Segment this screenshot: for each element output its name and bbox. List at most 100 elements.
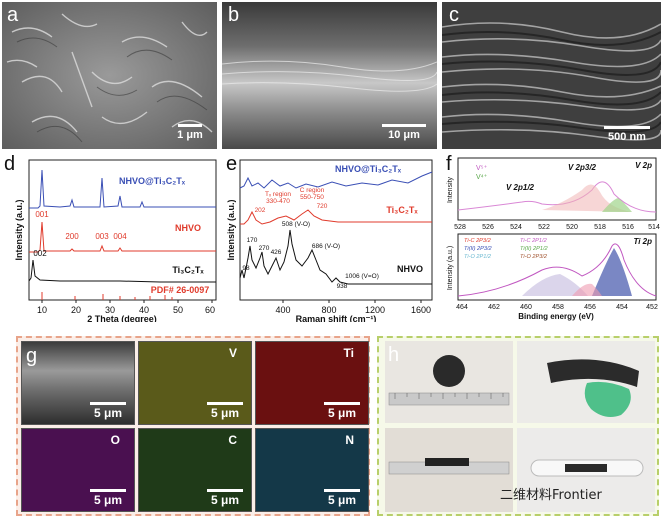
eds-scale-bar: 5 μm: [90, 402, 126, 420]
eds-element-label: Ti: [343, 346, 354, 360]
panel-label-g: g: [26, 345, 38, 367]
film-strip-2: [565, 464, 607, 472]
raman-peak-686: 686 (V-O): [312, 243, 340, 250]
eds-scale-bar-line: [90, 402, 126, 405]
scale-bar-a: 1 μm: [173, 124, 207, 141]
xps-ti2p-frame: [457, 233, 657, 301]
eds-scale-bar-line: [324, 489, 360, 492]
xps-ti-legend-3: Ti(II) 2P1/2: [520, 246, 549, 252]
scale-bar-line-c: [604, 126, 650, 129]
xrd-ylabel: Intensity (a.u.): [14, 199, 24, 260]
eds-scale-bar-line: [90, 489, 126, 492]
xps-v2p32-label: V 2p3/2: [568, 163, 597, 172]
raman-xtick-1600: 1600: [411, 305, 431, 315]
scale-bar-c: 500 nm: [601, 126, 653, 143]
xps-ti-xtick-454: 454: [616, 304, 628, 311]
xrd-series-composite: [29, 169, 216, 209]
xps-ti-legend-0: Ti-C 2P3/2: [464, 238, 492, 244]
xps-v2p-corner: V 2p: [635, 161, 652, 170]
xps-v4-legend: V⁴⁺: [476, 174, 488, 181]
xps-v4-peak: [602, 198, 632, 212]
raman-peak-170: 170: [247, 237, 258, 244]
scale-bar-text-a: 1 μm: [177, 129, 203, 141]
eds-scale-bar: 5 μm: [207, 489, 243, 507]
xps-ti-legend-4: Ti-O 2P1/2: [464, 254, 492, 260]
xps-ti-xtick-452: 452: [646, 304, 658, 311]
eds-element-label: C: [228, 433, 237, 447]
raman-x-ticks: [282, 300, 422, 303]
xps-ti-c-32-peak: [592, 248, 632, 296]
raman-tx-region: Tₓ region: [265, 191, 291, 198]
xps-ti-xtick-460: 460: [520, 304, 532, 311]
eds-scale-bar-line: [207, 489, 243, 492]
xrd-chart: 10 20 30 40 50 60 2 Theta (degree) Inten…: [14, 159, 217, 322]
raman-chart: 400 800 1200 1600 Raman shift (cm⁻¹) Int…: [226, 159, 433, 322]
xps-v2p-xtick-524: 524: [510, 224, 522, 231]
eds-scale-bar-text: 5 μm: [93, 406, 123, 420]
xps-v2p-xtick-528: 528: [454, 224, 466, 231]
xps-v2p-xtick-518: 518: [594, 224, 606, 231]
sem-image-c: c 500 nm: [442, 2, 661, 149]
eds-scale-bar: 5 μm: [90, 489, 126, 507]
panel-label-d: d: [4, 153, 16, 175]
xrd-label-pdf: PDF# 26-0097: [151, 285, 210, 295]
eds-scale-bar-text: 5 μm: [327, 406, 357, 420]
raman-label-mxene: Ti₃C₂Tₓ: [386, 205, 418, 215]
xps-v2p-xtick-516: 516: [622, 224, 634, 231]
film-strip: [425, 458, 469, 466]
photo-disc-on-ruler: [385, 341, 513, 423]
sem-texture-a: [2, 2, 217, 149]
scale-bar-text-b: 10 μm: [388, 129, 420, 141]
raman-peak-426: 426: [271, 249, 282, 256]
eds-element-label: O: [110, 433, 120, 447]
xrd-xtick-30: 30: [105, 305, 115, 315]
panel-label-a: a: [7, 4, 19, 26]
eds-scale-bar: 5 μm: [207, 402, 243, 420]
xps-ti-c-12-peak: [522, 274, 588, 296]
watermark-text: 二维材料Frontier: [500, 488, 602, 503]
eds-scale-bar-text: 5 μm: [327, 493, 357, 507]
xrd-peak-002: 002: [33, 249, 47, 258]
xrd-xtick-60: 60: [205, 305, 215, 315]
panel-label-e: e: [226, 153, 238, 175]
xps-ti2p-xlabel: Binding energy (eV): [518, 312, 594, 321]
xrd-xtick-10: 10: [37, 305, 47, 315]
raman-tx-range: 330-470: [266, 198, 290, 205]
xps-v2p12-label: V 2p1/2: [506, 183, 535, 192]
raman-series-mxene: [240, 209, 432, 225]
xps-ti-legend-2: Ti(II) 2P3/2: [464, 246, 493, 252]
raman-peak-202: 202: [255, 207, 266, 214]
eds-scale-bar-line: [324, 402, 360, 405]
xps-ti2p-envelope: [457, 243, 657, 297]
raman-xtick-1200: 1200: [365, 305, 385, 315]
raman-peak-270: 270: [259, 245, 270, 252]
xrd-xlabel: 2 Theta (degree): [87, 314, 157, 322]
xrd-label-mxene: Ti₃C₂Tₓ: [172, 265, 204, 275]
eds-map-n: N 5 μm: [255, 428, 369, 512]
eds-map-c: C 5 μm: [138, 428, 252, 512]
xps-chart: V 2p V⁵⁺ V⁴⁺ V 2p1/2 V 2p3/2 Intensity 5…: [447, 157, 660, 321]
eds-element-label: N: [345, 433, 354, 447]
raman-series-nhvo: [239, 229, 432, 285]
raman-c-region: C region: [300, 187, 325, 194]
scale-bar-b: 10 μm: [379, 124, 429, 141]
xps-v5-legend: V⁵⁺: [476, 165, 488, 172]
eds-element-label: V: [228, 346, 237, 360]
xps-ti2p-corner: Ti 2p: [633, 237, 652, 246]
raman-peak-1006: 1006 (V=O): [345, 273, 379, 280]
panel-label-f: f: [446, 153, 452, 175]
raman-xlabel: Raman shift (cm⁻¹): [296, 314, 377, 322]
panel-label-h: h: [388, 344, 400, 366]
eds-scale-bar-text: 5 μm: [93, 493, 123, 507]
xrd-peak-001: 001: [35, 210, 49, 219]
eds-scale-bar-text: 5 μm: [210, 493, 240, 507]
xrd-series-nhvo: [29, 221, 216, 253]
eds-scale-bar: 5 μm: [324, 489, 360, 507]
eds-map-o: O 5 μm: [21, 428, 135, 512]
xps-ti-xtick-464: 464: [456, 304, 468, 311]
raman-peak-508: 508 (V-O): [282, 221, 310, 228]
raman-label-nhvo: NHVO: [397, 264, 423, 274]
eds-map-v: V 5 μm: [138, 341, 252, 425]
xps-ti-xtick-462: 462: [488, 304, 500, 311]
xrd-x-ticks: [41, 300, 213, 303]
